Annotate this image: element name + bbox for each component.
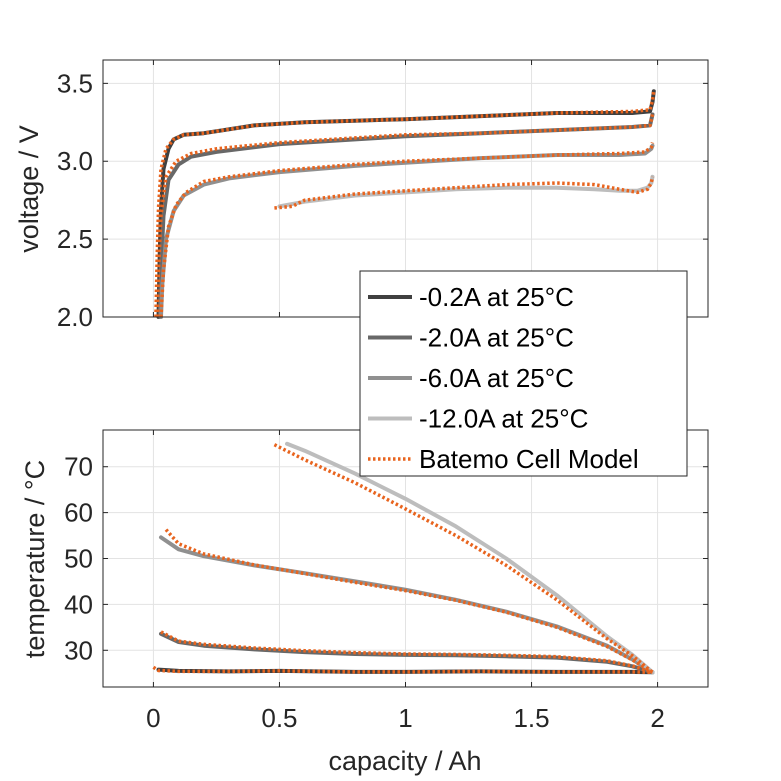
temperature-y-axis-label: temperature / °C	[20, 460, 50, 658]
temperature-y-tick-label: 30	[64, 635, 93, 665]
voltage-series-line	[156, 89, 656, 319]
voltage-y-axis-label: voltage / V	[14, 125, 44, 253]
temperature-plot: 30 40 50 60 70 0 0.5 1 1.5 2 temperature / °C ca…	[20, 429, 709, 776]
temperature-y-tick-label: 50	[64, 544, 93, 574]
capacity-x-tick-label: 1	[398, 703, 412, 733]
legend-label: -6.0A at 25°C	[419, 363, 574, 393]
temperature-series-line	[164, 528, 654, 674]
voltage-series-line	[154, 90, 656, 318]
voltage-y-tick-label: 2.0	[57, 302, 93, 332]
voltage-y-tick-label: 3.5	[57, 68, 93, 98]
capacity-x-axis-label: capacity / Ah	[328, 746, 481, 776]
legend-box	[359, 270, 688, 477]
temperature-y-tick-label: 60	[64, 498, 93, 528]
voltage-y-ticks: 2.0 2.5 3.0 3.5	[57, 68, 93, 332]
temperature-y-ticks: 30 40 50 60 70	[64, 452, 93, 666]
capacity-x-tick-label: 0	[146, 703, 160, 733]
voltage-series	[154, 89, 656, 319]
voltage-plot: 2.0 2.5 3.0 3.5 voltage / V	[14, 59, 709, 332]
capacity-x-tick-label: 1.5	[513, 703, 549, 733]
voltage-y-tick-label: 2.5	[57, 224, 93, 254]
legend-label: -0.2A at 25°C	[419, 282, 574, 312]
temperature-y-tick-label: 40	[64, 589, 93, 619]
voltage-y-tick-label: 3.0	[57, 146, 93, 176]
temperature-series-line	[273, 443, 654, 674]
capacity-x-tick-label: 2	[650, 703, 664, 733]
capacity-x-ticks: 0 0.5 1 1.5 2	[146, 703, 665, 733]
voltage-series-line	[155, 114, 655, 318]
temperature-series-line	[160, 630, 654, 674]
temperature-y-tick-label: 70	[64, 452, 93, 482]
capacity-x-tick-label: 0.5	[261, 703, 297, 733]
legend-label: -2.0A at 25°C	[419, 323, 574, 353]
legend: -0.2A at 25°C -2.0A at 25°C -6.0A at 25°C -…	[359, 270, 688, 477]
legend-label: Batemo Cell Model	[419, 444, 639, 474]
voltage-series-line	[274, 176, 655, 210]
voltage-series-line	[159, 142, 655, 318]
temperature-series	[152, 441, 655, 675]
legend-label: -12.0A at 25°C	[419, 404, 588, 434]
